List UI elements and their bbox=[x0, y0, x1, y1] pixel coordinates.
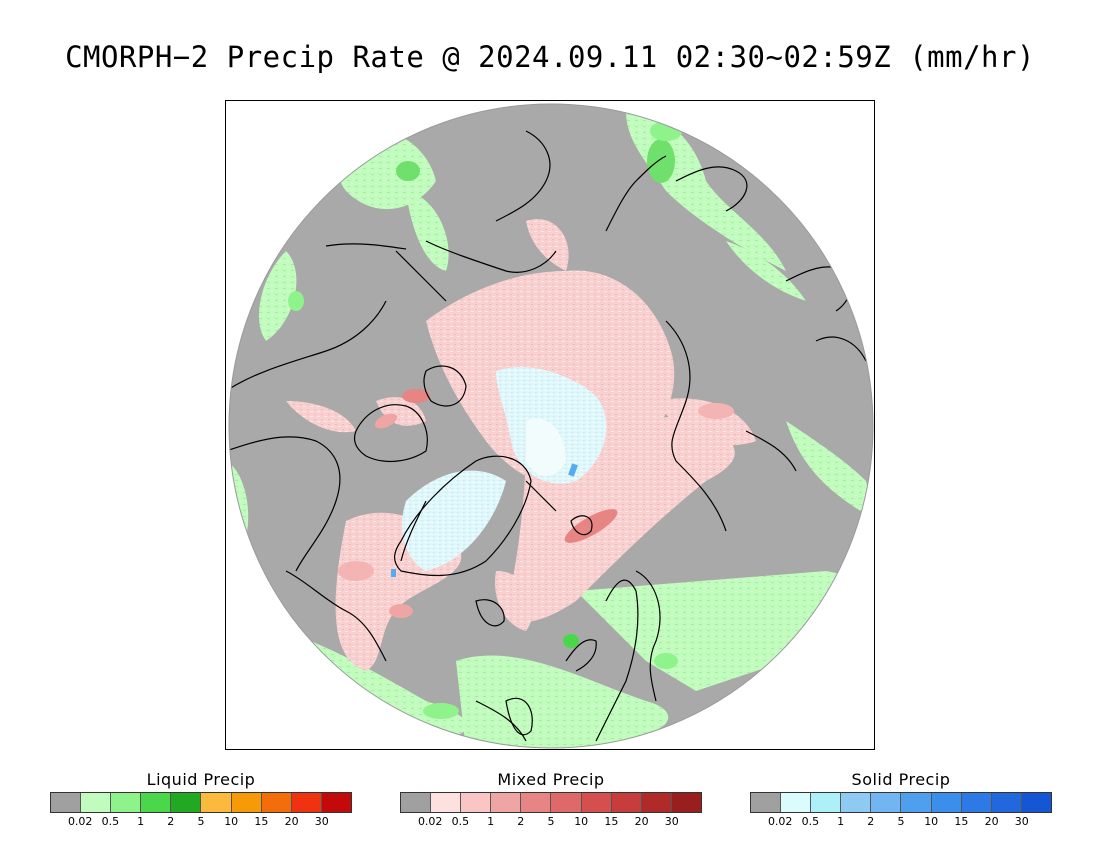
legend-tick-label: 2 bbox=[867, 815, 875, 828]
legend-tick-label: 2 bbox=[517, 815, 525, 828]
legend-tick-label: 10 bbox=[224, 815, 239, 828]
legend-swatch bbox=[871, 793, 902, 812]
legend-tick-label: 5 bbox=[197, 815, 205, 828]
chart-title: CMORPH−2 Precip Rate @ 2024.09.11 02:30~… bbox=[65, 40, 1035, 74]
legend-tick-labels: 0.02 0.5 1 2 5 10 15 20 30 bbox=[750, 813, 1052, 829]
map-canvas bbox=[228, 103, 874, 749]
legend-tick-label: 0.02 bbox=[767, 815, 793, 828]
legend-tick-label: 15 bbox=[254, 815, 269, 828]
legend-swatch bbox=[261, 793, 292, 812]
legend-swatch bbox=[111, 793, 142, 812]
legend-tick-label: 0.5 bbox=[801, 815, 820, 828]
legend-tick-label: 10 bbox=[574, 815, 589, 828]
legend-swatch bbox=[321, 793, 351, 812]
legend-liquid-precip: Liquid Precip 0.02 0.5 1 2 5 10 15 20 30 bbox=[50, 770, 352, 829]
legend-swatch bbox=[961, 793, 992, 812]
legend-swatch bbox=[781, 793, 812, 812]
legend-tick-label: 5 bbox=[547, 815, 555, 828]
legend-tick-label: 20 bbox=[634, 815, 649, 828]
legend-swatch bbox=[751, 793, 782, 812]
solid-precip-regions bbox=[391, 367, 607, 577]
legend-swatch bbox=[671, 793, 701, 812]
legend-tick-label: 0.5 bbox=[101, 815, 120, 828]
legend-tick-label: 20 bbox=[984, 815, 999, 828]
projection-edge bbox=[228, 103, 874, 749]
legend-swatch bbox=[521, 793, 552, 812]
legend-tick-label: 0.5 bbox=[451, 815, 470, 828]
legend-swatch bbox=[901, 793, 932, 812]
legend-mixed-precip: Mixed Precip 0.02 0.5 1 2 5 10 15 20 30 bbox=[400, 770, 702, 829]
legend-colorbar bbox=[50, 792, 352, 813]
legend-swatch bbox=[491, 793, 522, 812]
legend-tick-labels: 0.02 0.5 1 2 5 10 15 20 30 bbox=[50, 813, 352, 829]
legend-swatch bbox=[991, 793, 1022, 812]
legend-colorbar bbox=[750, 792, 1052, 813]
legend-swatch bbox=[811, 793, 842, 812]
legend-tick-labels: 0.02 0.5 1 2 5 10 15 20 30 bbox=[400, 813, 702, 829]
legend-tick-label: 30 bbox=[664, 815, 679, 828]
legend-swatch bbox=[931, 793, 962, 812]
legend-swatch bbox=[291, 793, 322, 812]
legend-tick-label: 5 bbox=[897, 815, 905, 828]
legend-tick-label: 20 bbox=[284, 815, 299, 828]
legend-swatch bbox=[171, 793, 202, 812]
legend-swatch bbox=[1021, 793, 1051, 812]
legend-title: Mixed Precip bbox=[497, 770, 605, 789]
precip-field bbox=[229, 104, 873, 748]
legend-tick-label: 30 bbox=[314, 815, 329, 828]
legend-swatch bbox=[201, 793, 232, 812]
legend-solid-precip: Solid Precip 0.02 0.5 1 2 5 10 15 20 30 bbox=[750, 770, 1052, 829]
legend-colorbar bbox=[400, 792, 702, 813]
legend-swatch bbox=[551, 793, 582, 812]
legend-tick-label: 0.02 bbox=[67, 815, 93, 828]
legend-tick-label: 1 bbox=[487, 815, 495, 828]
legend-swatch bbox=[641, 793, 672, 812]
legend-swatch bbox=[431, 793, 462, 812]
legend-tick-label: 1 bbox=[137, 815, 145, 828]
legend-tick-label: 0.02 bbox=[417, 815, 443, 828]
coastlines bbox=[229, 130, 867, 742]
legend-title: Liquid Precip bbox=[146, 770, 256, 789]
legend-swatch bbox=[581, 793, 612, 812]
legend-tick-label: 15 bbox=[954, 815, 969, 828]
legend-tick-label: 2 bbox=[167, 815, 175, 828]
legend-swatch bbox=[461, 793, 492, 812]
legend-swatch bbox=[611, 793, 642, 812]
polar-precip-map bbox=[225, 100, 875, 750]
legend-swatch bbox=[51, 793, 82, 812]
legend-swatch bbox=[231, 793, 262, 812]
legend-title: Solid Precip bbox=[851, 770, 951, 789]
legend-swatch bbox=[401, 793, 432, 812]
legend-tick-label: 10 bbox=[924, 815, 939, 828]
legend-swatch bbox=[81, 793, 112, 812]
legend-swatch bbox=[141, 793, 172, 812]
legend-tick-label: 1 bbox=[837, 815, 845, 828]
legend-swatch bbox=[841, 793, 872, 812]
legend-tick-label: 30 bbox=[1014, 815, 1029, 828]
legend-tick-label: 15 bbox=[604, 815, 619, 828]
